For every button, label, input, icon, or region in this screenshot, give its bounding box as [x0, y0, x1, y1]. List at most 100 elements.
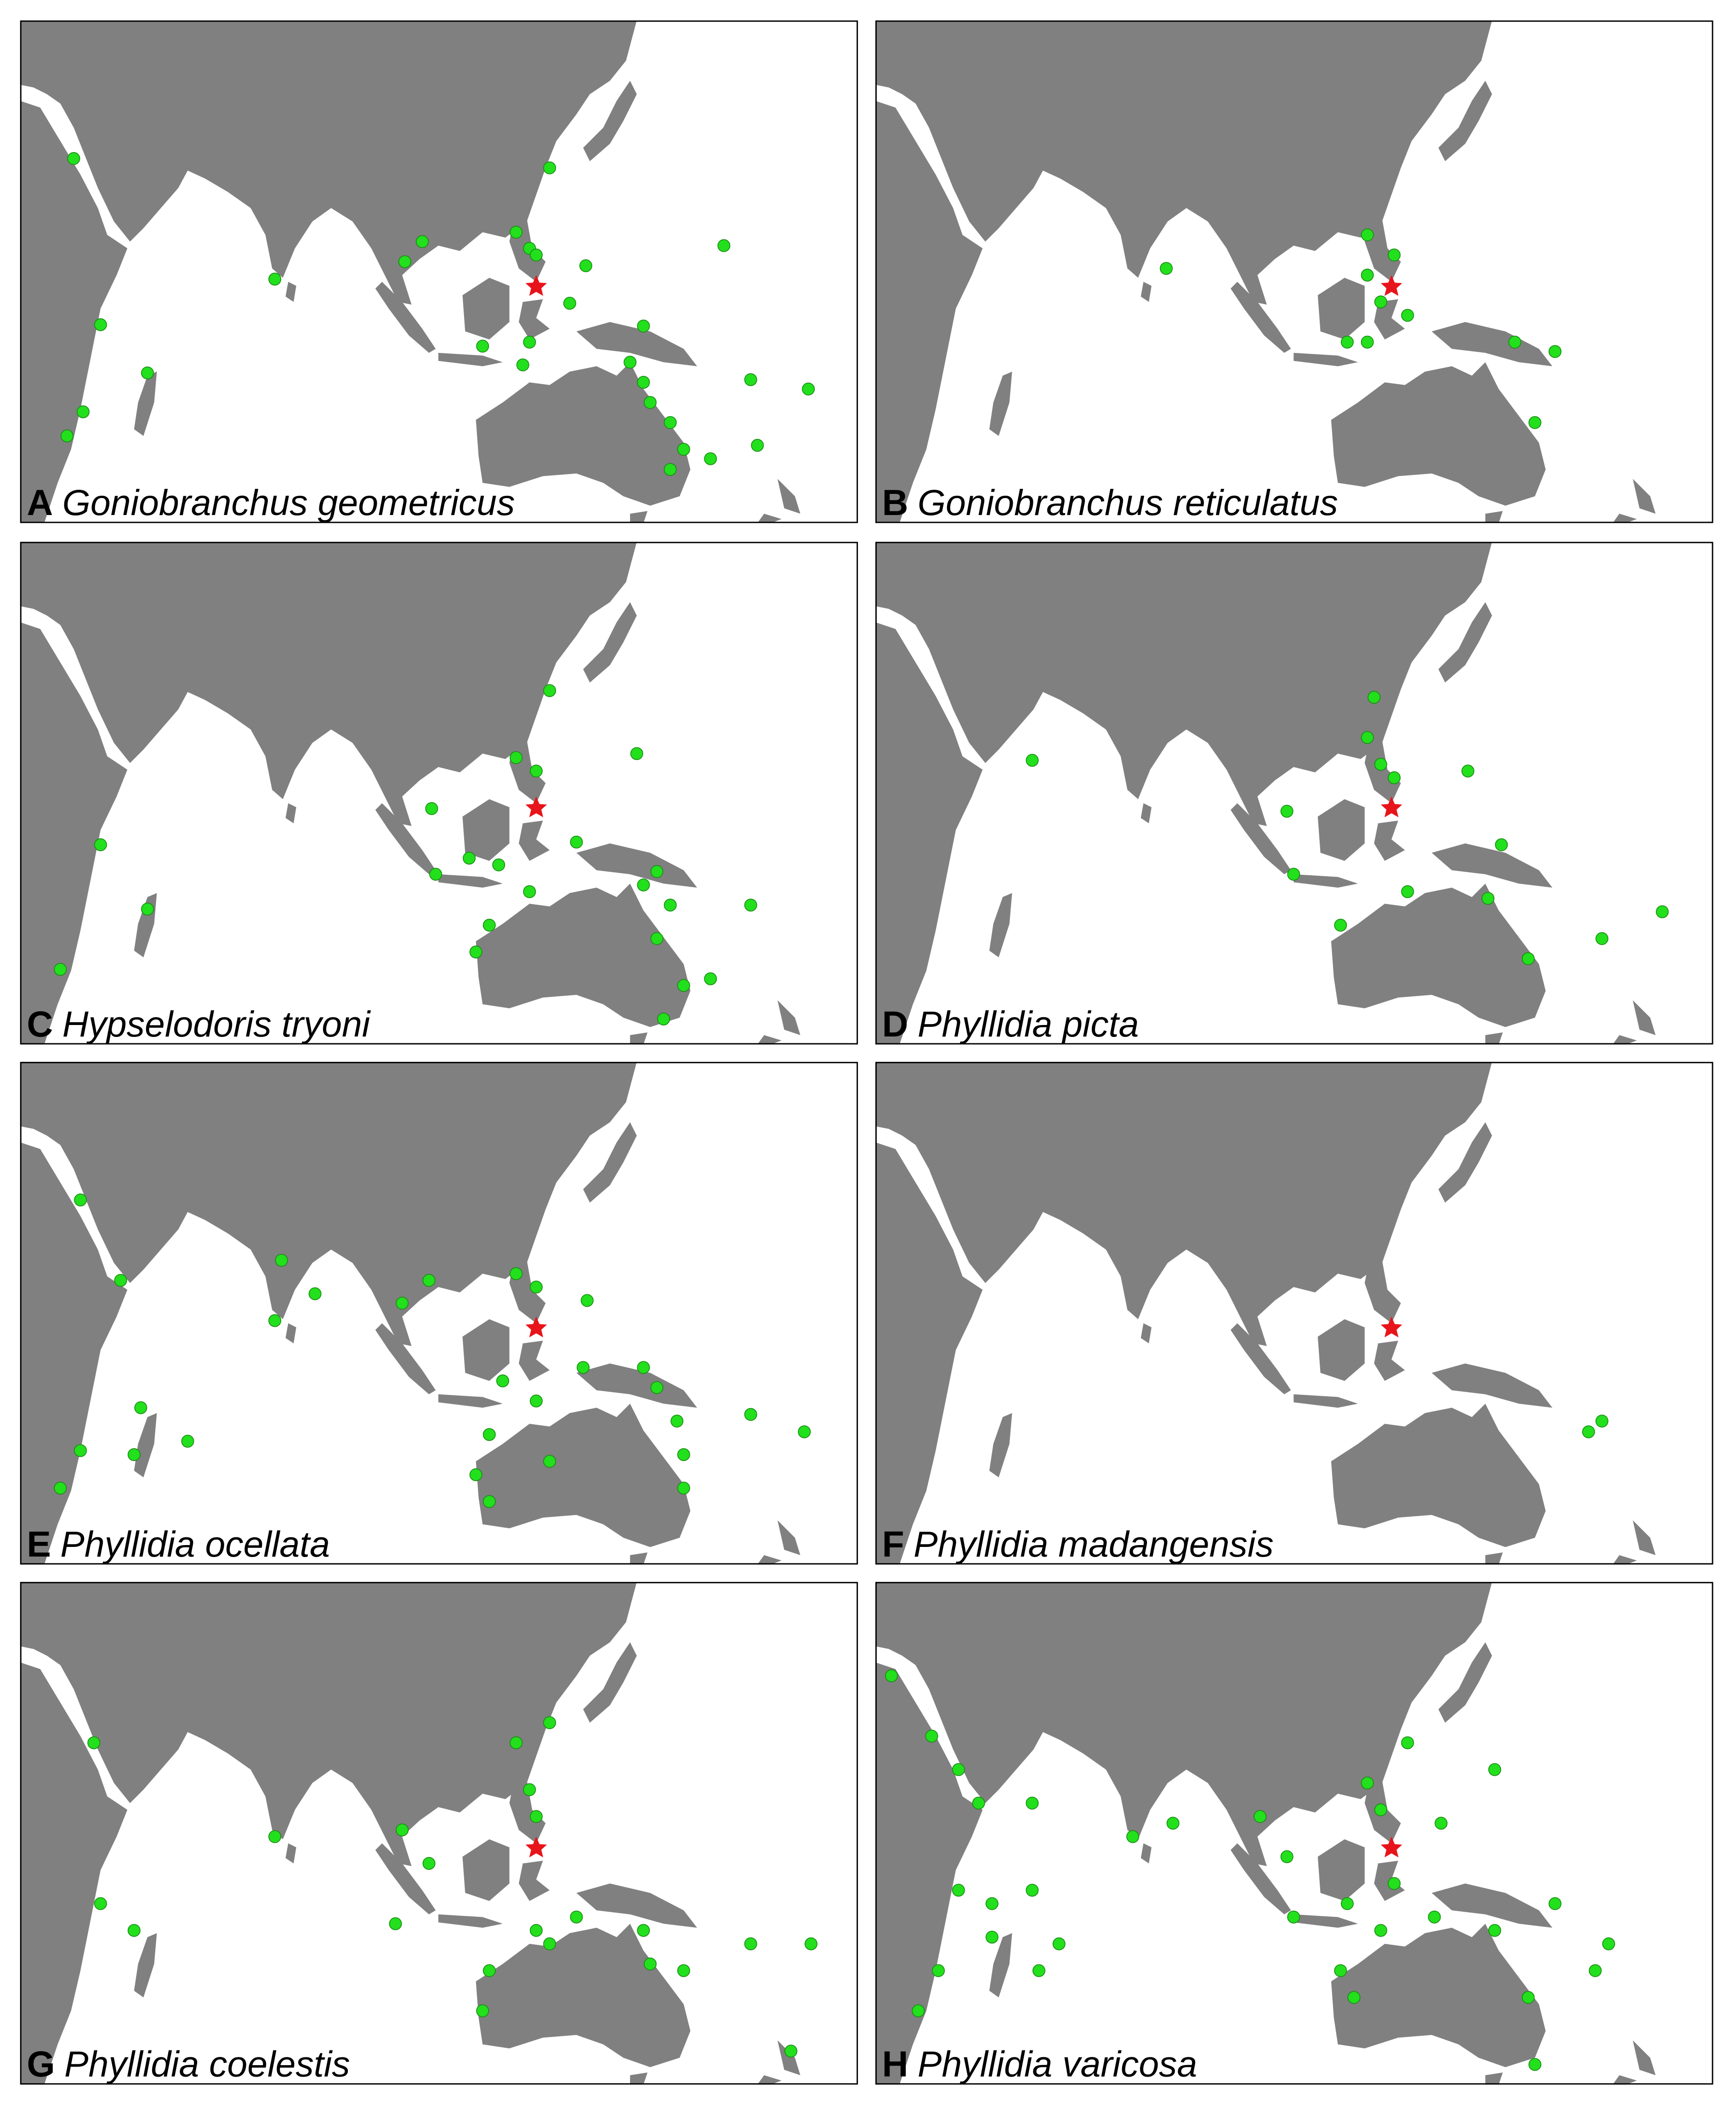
- occurrence-dot: [664, 463, 677, 476]
- species-name: Goniobranchus geometricus: [62, 482, 515, 523]
- panel-label: F Phyllidia madangensis: [882, 1524, 1274, 1564]
- occurrence-dot: [60, 429, 74, 442]
- occurrence-dot: [1367, 691, 1381, 704]
- occurrence-dot: [87, 1736, 101, 1750]
- map-panel: E Phyllidia ocellata: [19, 1061, 859, 1565]
- occurrence-dot: [76, 405, 90, 419]
- occurrence-dot: [1401, 885, 1414, 898]
- occurrence-dot: [1340, 335, 1354, 349]
- occurrence-dot: [1361, 228, 1374, 242]
- occurrence-dot: [114, 1274, 127, 1287]
- panel-letter: E: [27, 1524, 51, 1564]
- occurrence-dot: [1521, 1991, 1535, 2004]
- occurrence-dot: [1401, 309, 1414, 322]
- occurrence-dot: [543, 1937, 556, 1950]
- occurrence-dot: [127, 1924, 141, 1937]
- occurrence-dot: [1435, 1817, 1448, 1830]
- occurrence-dot: [1287, 867, 1300, 881]
- occurrence-dot: [657, 1012, 670, 1025]
- occurrence-dot: [677, 1482, 690, 1495]
- occurrence-dot: [630, 747, 643, 760]
- occurrence-dot: [570, 835, 583, 849]
- occurrence-dot: [637, 1361, 650, 1374]
- occurrence-dot: [510, 1736, 523, 1750]
- occurrence-dot: [952, 1763, 965, 1776]
- occurrence-dot: [1602, 1937, 1615, 1950]
- occurrence-dot: [932, 1964, 945, 1977]
- occurrence-dot: [1361, 1776, 1374, 1790]
- basemap: [19, 20, 859, 524]
- map-panel: F Phyllidia madangensis: [874, 1061, 1714, 1565]
- occurrence-dot: [912, 2004, 925, 2017]
- panel-letter: D: [882, 1004, 908, 1044]
- occurrence-dot: [476, 340, 489, 353]
- occurrence-dot: [529, 1280, 543, 1294]
- occurrence-dot: [650, 1381, 664, 1394]
- occurrence-dot: [510, 226, 523, 239]
- occurrence-dot: [275, 1254, 288, 1267]
- occurrence-dot: [664, 416, 677, 429]
- occurrence-dot: [577, 1361, 590, 1374]
- occurrence-dot: [529, 1810, 543, 1823]
- map-panel: B Goniobranchus reticulatus: [874, 20, 1714, 524]
- panel-letter: H: [882, 2044, 908, 2084]
- occurrence-dot: [1032, 1964, 1045, 1977]
- occurrence-dot: [570, 1910, 583, 1924]
- occurrence-dot: [308, 1287, 322, 1301]
- species-name: Phyllidia ocellata: [60, 1524, 330, 1564]
- occurrence-dot: [396, 1297, 409, 1310]
- occurrence-dot: [717, 239, 731, 252]
- occurrence-dot: [1588, 1964, 1602, 1977]
- occurrence-dot: [1549, 1897, 1562, 1910]
- occurrence-dot: [476, 2004, 489, 2017]
- occurrence-dot: [268, 272, 282, 286]
- occurrence-dot: [784, 2044, 798, 2058]
- occurrence-dot: [523, 335, 536, 349]
- occurrence-dot: [415, 235, 429, 248]
- occurrence-dot: [677, 979, 690, 992]
- occurrence-dot: [1528, 416, 1542, 429]
- occurrence-dot: [1401, 1736, 1414, 1750]
- occurrence-dot: [482, 1495, 496, 1508]
- occurrence-dot: [1488, 1763, 1501, 1776]
- panel-label: C Hypselodoris tryoni: [27, 1004, 371, 1044]
- occurrence-dot: [429, 867, 443, 881]
- occurrence-dot: [1361, 731, 1374, 744]
- occurrence-dot: [1280, 1850, 1293, 1863]
- basemap: [19, 1581, 859, 2085]
- occurrence-dot: [677, 1964, 690, 1977]
- occurrence-dot: [1347, 1991, 1361, 2004]
- occurrence-dot: [704, 452, 717, 465]
- map-panel: C Hypselodoris tryoni: [19, 541, 859, 1045]
- occurrence-dot: [398, 255, 412, 268]
- occurrence-dot: [523, 885, 536, 898]
- occurrence-dot: [798, 1425, 811, 1438]
- occurrence-dot: [422, 1857, 436, 1870]
- panel-label: B Goniobranchus reticulatus: [882, 482, 1338, 523]
- occurrence-dot: [1508, 335, 1521, 349]
- occurrence-dot: [67, 152, 80, 165]
- occurrence-dot: [510, 751, 523, 765]
- occurrence-dot: [1052, 1937, 1066, 1950]
- occurrence-dot: [74, 1193, 87, 1206]
- panel-label: E Phyllidia ocellata: [27, 1524, 330, 1564]
- occurrence-dot: [134, 1401, 148, 1414]
- occurrence-dot: [74, 1444, 87, 1457]
- occurrence-dot: [972, 1796, 985, 1810]
- occurrence-dot: [1461, 765, 1475, 778]
- occurrence-dot: [268, 1314, 282, 1327]
- occurrence-dot: [580, 1294, 594, 1307]
- occurrence-dot: [482, 918, 496, 932]
- occurrence-dot: [543, 161, 556, 175]
- occurrence-dot: [1388, 249, 1401, 262]
- occurrence-dot: [1026, 1884, 1039, 1897]
- occurrence-dot: [751, 439, 764, 452]
- occurrence-dot: [1334, 918, 1347, 932]
- occurrence-dot: [469, 946, 482, 959]
- occurrence-dot: [1495, 838, 1508, 851]
- occurrence-dot: [396, 1823, 409, 1836]
- occurrence-dot: [624, 356, 637, 369]
- species-name: Goniobranchus reticulatus: [918, 482, 1338, 523]
- occurrence-dot: [127, 1448, 141, 1461]
